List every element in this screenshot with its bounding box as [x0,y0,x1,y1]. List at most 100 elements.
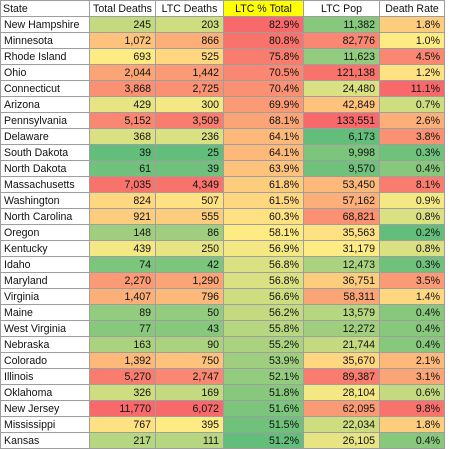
ltc-pct-cell[interactable]: 61.5% [223,192,304,209]
death-rate-cell[interactable]: 0.2% [379,224,445,241]
ltc-pct-cell[interactable]: 69.9% [223,96,304,113]
ltc-pct-cell[interactable]: 60.3% [223,208,304,225]
state-cell[interactable]: Illinois [0,368,90,385]
ltc-deaths-cell[interactable]: 4,349 [155,176,224,193]
ltc-deaths-cell[interactable]: 203 [155,16,224,33]
total-deaths-cell[interactable]: 2,044 [89,64,156,81]
ltc-pop-cell[interactable]: 58,311 [303,288,380,305]
ltc-pop-cell[interactable]: 9,570 [303,160,380,177]
ltc-deaths-cell[interactable]: 43 [155,320,224,337]
death-rate-cell[interactable]: 0.4% [379,160,445,177]
ltc-deaths-cell[interactable]: 395 [155,416,224,433]
ltc-pop-cell[interactable]: 13,579 [303,304,380,321]
ltc-pct-cell[interactable]: 58.1% [223,224,304,241]
total-deaths-cell[interactable]: 148 [89,224,156,241]
state-cell[interactable]: New Hampshire [0,16,90,33]
state-cell[interactable]: Pennsylvania [0,112,90,129]
death-rate-cell[interactable]: 1.8% [379,16,445,33]
total-deaths-cell[interactable]: 11,770 [89,400,156,417]
ltc-pop-cell[interactable]: 82,776 [303,32,380,49]
death-rate-cell[interactable]: 0.9% [379,192,445,209]
death-rate-cell[interactable]: 0.4% [379,320,445,337]
total-deaths-cell[interactable]: 5,152 [89,112,156,129]
ltc-pop-cell[interactable]: 31,179 [303,240,380,257]
header-death-rate[interactable]: Death Rate [379,0,445,17]
state-cell[interactable]: Delaware [0,128,90,145]
state-cell[interactable]: Nebraska [0,336,90,353]
ltc-deaths-cell[interactable]: 796 [155,288,224,305]
death-rate-cell[interactable]: 0.4% [379,304,445,321]
ltc-deaths-cell[interactable]: 86 [155,224,224,241]
ltc-pop-cell[interactable]: 62,095 [303,400,380,417]
ltc-pct-cell[interactable]: 70.4% [223,80,304,97]
ltc-pct-cell[interactable]: 51.6% [223,400,304,417]
total-deaths-cell[interactable]: 1,072 [89,32,156,49]
header-ltc-pct-total[interactable]: LTC % Total [223,0,304,17]
ltc-deaths-cell[interactable]: 555 [155,208,224,225]
total-deaths-cell[interactable]: 74 [89,256,156,273]
ltc-deaths-cell[interactable]: 25 [155,144,224,161]
ltc-pop-cell[interactable]: 9,998 [303,144,380,161]
ltc-pct-cell[interactable]: 56.8% [223,256,304,273]
total-deaths-cell[interactable]: 439 [89,240,156,257]
ltc-pct-cell[interactable]: 64.1% [223,144,304,161]
ltc-pct-cell[interactable]: 56.8% [223,272,304,289]
death-rate-cell[interactable]: 9.8% [379,400,445,417]
death-rate-cell[interactable]: 2.1% [379,352,445,369]
ltc-pop-cell[interactable]: 22,034 [303,416,380,433]
ltc-pop-cell[interactable]: 12,473 [303,256,380,273]
ltc-pct-cell[interactable]: 56.6% [223,288,304,305]
total-deaths-cell[interactable]: 693 [89,48,156,65]
death-rate-cell[interactable]: 1.8% [379,416,445,433]
state-cell[interactable]: Idaho [0,256,90,273]
state-cell[interactable]: Virginia [0,288,90,305]
total-deaths-cell[interactable]: 2,270 [89,272,156,289]
death-rate-cell[interactable]: 4.5% [379,48,445,65]
state-cell[interactable]: Mississippi [0,416,90,433]
ltc-deaths-cell[interactable]: 866 [155,32,224,49]
total-deaths-cell[interactable]: 217 [89,432,156,449]
death-rate-cell[interactable]: 0.7% [379,96,445,113]
ltc-pct-cell[interactable]: 55.2% [223,336,304,353]
ltc-pct-cell[interactable]: 82.9% [223,16,304,33]
state-cell[interactable]: Massachusetts [0,176,90,193]
death-rate-cell[interactable]: 0.4% [379,336,445,353]
header-total-deaths[interactable]: Total Deaths [89,0,156,17]
ltc-pct-cell[interactable]: 56.9% [223,240,304,257]
total-deaths-cell[interactable]: 326 [89,384,156,401]
ltc-deaths-cell[interactable]: 300 [155,96,224,113]
ltc-pct-cell[interactable]: 68.1% [223,112,304,129]
ltc-pop-cell[interactable]: 36,751 [303,272,380,289]
total-deaths-cell[interactable]: 89 [89,304,156,321]
ltc-deaths-cell[interactable]: 507 [155,192,224,209]
death-rate-cell[interactable]: 1.4% [379,288,445,305]
ltc-pop-cell[interactable]: 11,382 [303,16,380,33]
ltc-deaths-cell[interactable]: 525 [155,48,224,65]
death-rate-cell[interactable]: 0.3% [379,256,445,273]
death-rate-cell[interactable]: 0.3% [379,144,445,161]
death-rate-cell[interactable]: 3.5% [379,272,445,289]
ltc-pop-cell[interactable]: 35,563 [303,224,380,241]
total-deaths-cell[interactable]: 921 [89,208,156,225]
ltc-pct-cell[interactable]: 52.1% [223,368,304,385]
ltc-pct-cell[interactable]: 75.8% [223,48,304,65]
ltc-pop-cell[interactable]: 42,849 [303,96,380,113]
state-cell[interactable]: Kentucky [0,240,90,257]
total-deaths-cell[interactable]: 368 [89,128,156,145]
ltc-pop-cell[interactable]: 6,173 [303,128,380,145]
state-cell[interactable]: Minnesota [0,32,90,49]
state-cell[interactable]: Maine [0,304,90,321]
total-deaths-cell[interactable]: 61 [89,160,156,177]
ltc-pop-cell[interactable]: 68,821 [303,208,380,225]
ltc-deaths-cell[interactable]: 111 [155,432,224,449]
state-cell[interactable]: Connecticut [0,80,90,97]
header-ltc-pop[interactable]: LTC Pop [303,0,380,17]
state-cell[interactable]: West Virginia [0,320,90,337]
ltc-deaths-cell[interactable]: 50 [155,304,224,321]
header-ltc-deaths[interactable]: LTC Deaths [155,0,224,17]
ltc-pop-cell[interactable]: 133,551 [303,112,380,129]
total-deaths-cell[interactable]: 77 [89,320,156,337]
total-deaths-cell[interactable]: 39 [89,144,156,161]
ltc-pop-cell[interactable]: 35,670 [303,352,380,369]
total-deaths-cell[interactable]: 163 [89,336,156,353]
